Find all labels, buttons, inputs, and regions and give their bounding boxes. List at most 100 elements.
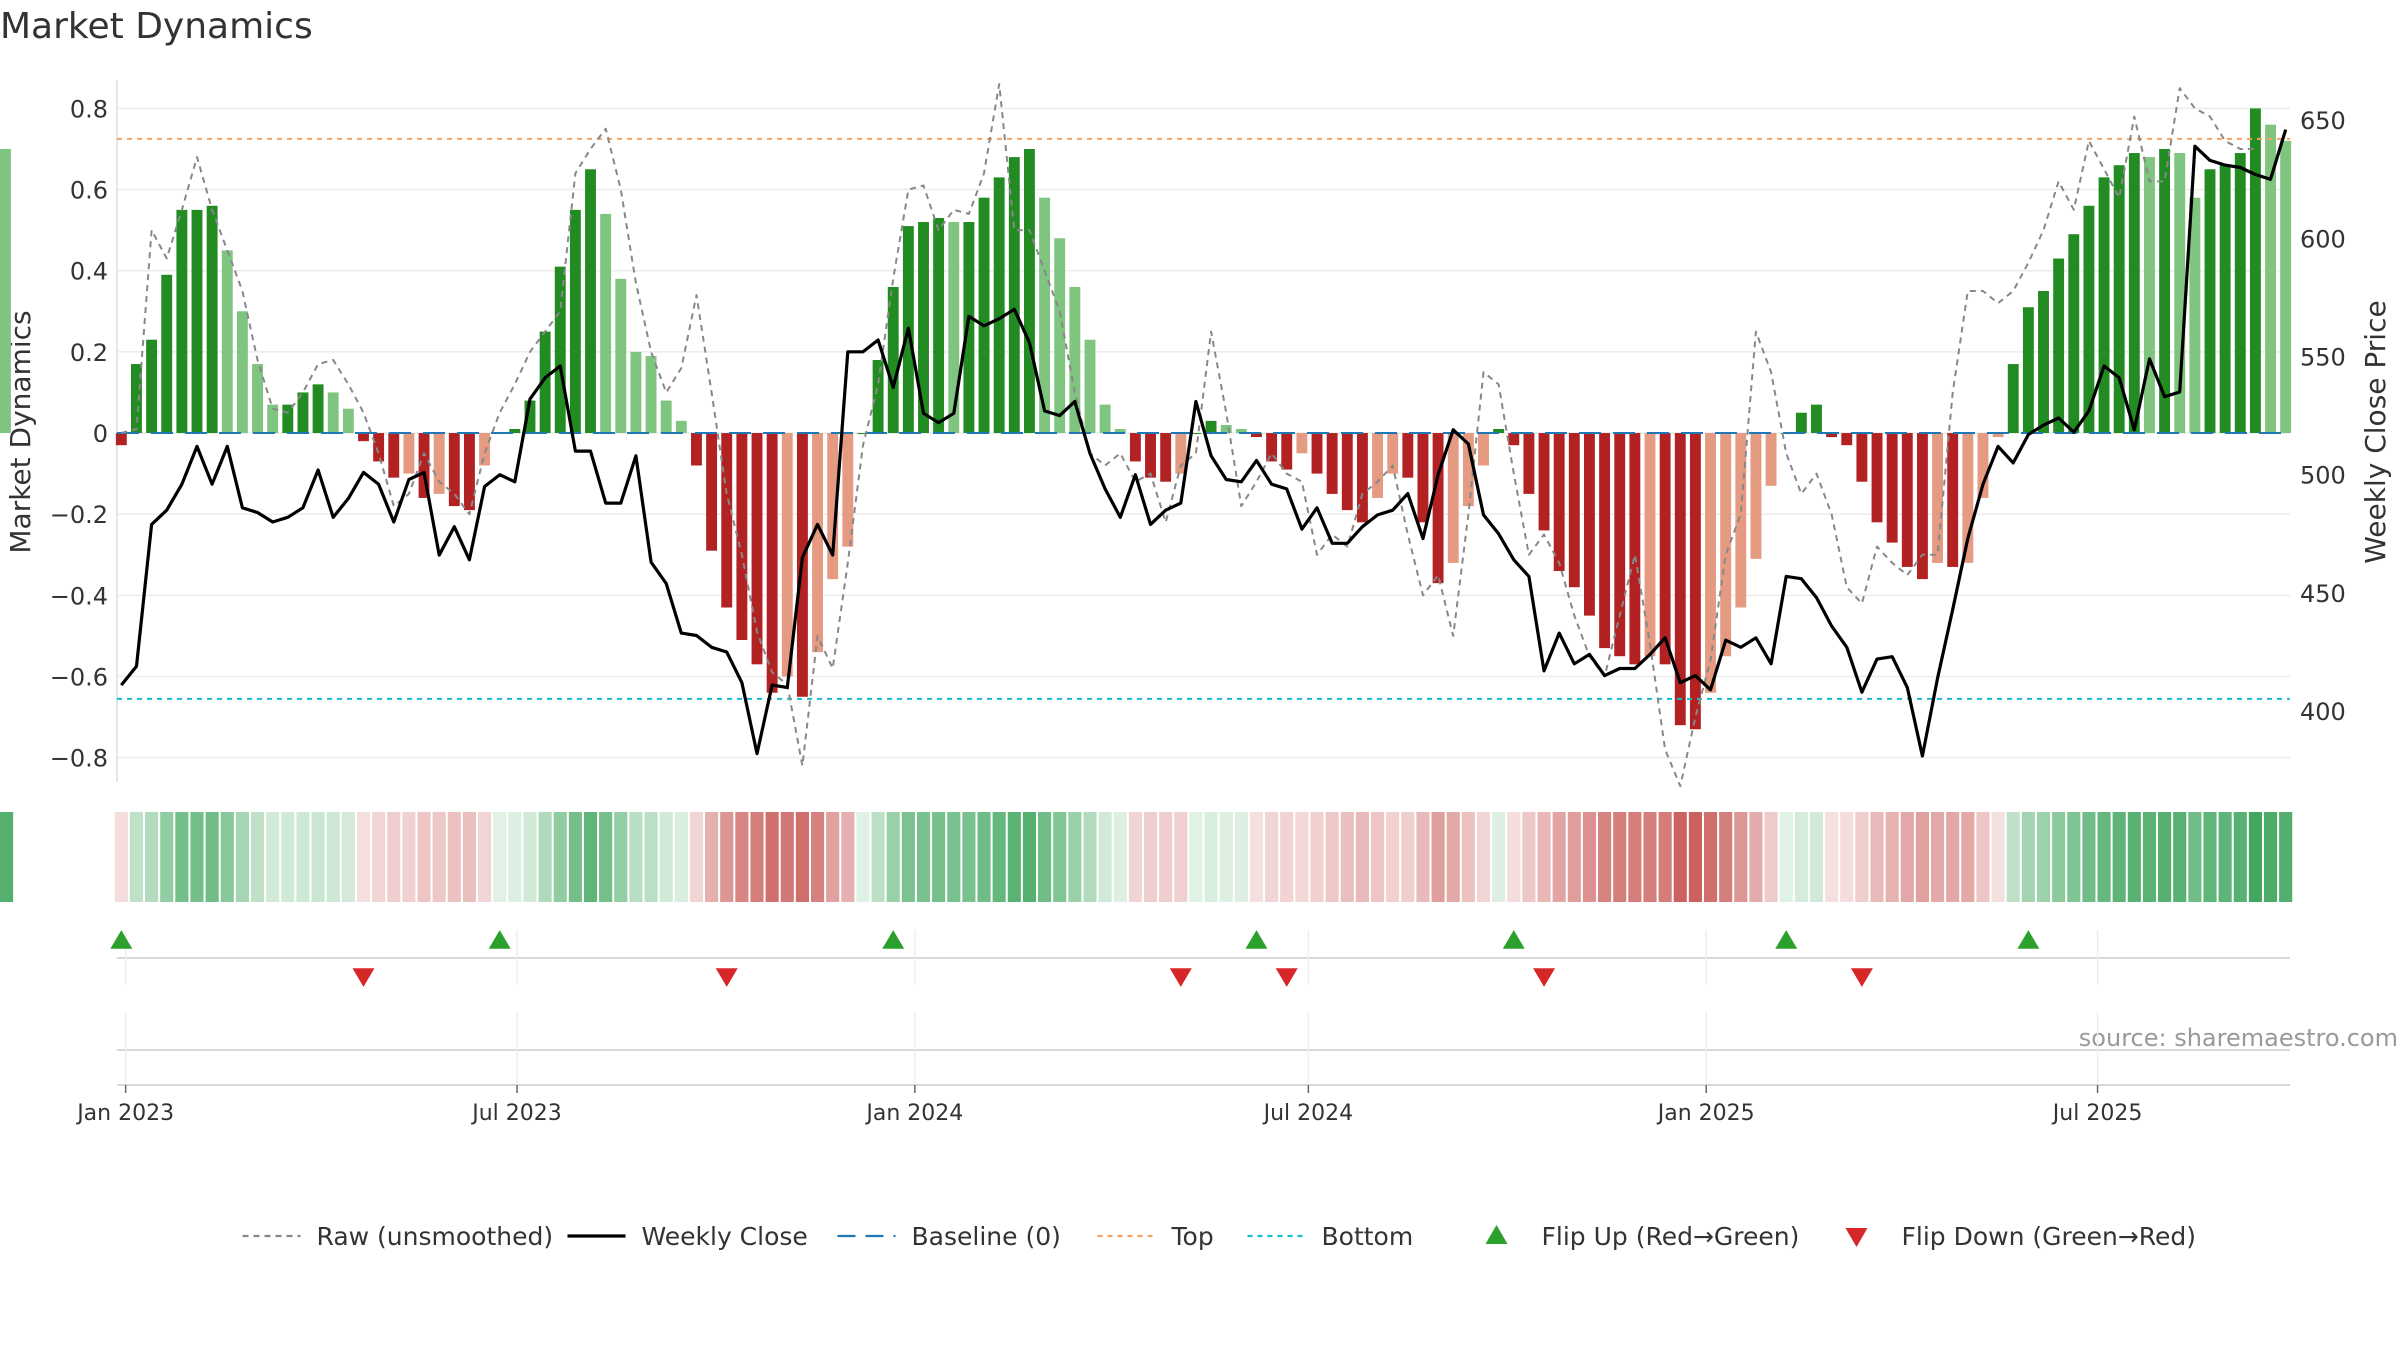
- heat-cell: [1022, 812, 1037, 902]
- heat-cell: [614, 812, 628, 902]
- bar: [1871, 433, 1883, 523]
- x-axis: Jan 2023 Jul 2023 Jan 2024 Jul 2024 Jan 2025…: [75, 1012, 2290, 1126]
- heat-cell: [462, 812, 477, 902]
- heat-cell: [1128, 812, 1142, 902]
- bar: [2022, 307, 2034, 434]
- heat-cell: [2006, 812, 2020, 902]
- heat-cell: [2036, 812, 2051, 902]
- heat-cell: [372, 812, 386, 902]
- reference-lines: [117, 137, 2290, 700]
- bar: [1538, 433, 1550, 531]
- bar: [1008, 157, 1020, 434]
- heat-cell: [1946, 812, 1960, 902]
- bar: [2234, 153, 2246, 434]
- flip-down-marker: [352, 968, 375, 987]
- bar: [1039, 197, 1051, 434]
- heat-cell: [341, 812, 355, 902]
- heat-cell: [1159, 812, 1173, 902]
- heat-cell: [235, 812, 249, 902]
- bar: [1296, 433, 1308, 454]
- bar: [2189, 197, 2201, 434]
- bar: [1099, 404, 1111, 434]
- bar: [2174, 153, 2186, 434]
- legend-label: Top: [1171, 1222, 1214, 1251]
- heat-cell: [523, 812, 537, 902]
- right-tick-label: 650: [2300, 107, 2346, 135]
- heat-cell: [1431, 812, 1445, 902]
- bar: [297, 392, 309, 434]
- heat-cell: [568, 812, 582, 902]
- legend-item: Flip Down (Green→Red): [1845, 1222, 2196, 1251]
- heat-cell: [1386, 812, 1400, 902]
- heat-cell: [583, 812, 598, 902]
- left-tick-label: 0.2: [70, 339, 108, 367]
- bar: [2038, 291, 2049, 434]
- heat-cell: [387, 812, 401, 902]
- heat-cell: [1749, 812, 1763, 902]
- heat-strip: [0, 812, 2293, 902]
- heat-cell: [447, 812, 461, 902]
- bar: [1750, 433, 1762, 559]
- bar: [2159, 148, 2171, 434]
- bar: [1553, 433, 1565, 571]
- right-axis-label: Weekly Close Price: [2359, 300, 2392, 563]
- bar: [282, 404, 294, 434]
- x-tick-label: Jul 2024: [1262, 1101, 1354, 1126]
- x-tick-label: Jul 2023: [470, 1101, 562, 1126]
- heat-cell: [1174, 812, 1188, 902]
- legend-label: Raw (unsmoothed): [317, 1222, 554, 1251]
- flip-down-marker: [1850, 968, 1873, 987]
- heat-cell: [1552, 812, 1566, 902]
- bar: [2083, 205, 2095, 434]
- heat-cell: [1219, 812, 1233, 902]
- heat-cell: [553, 812, 567, 902]
- bar: [161, 274, 173, 434]
- heat-cell: [1401, 812, 1415, 902]
- heat-cell: [250, 812, 265, 902]
- heat-cell: [220, 812, 234, 902]
- heat-cell: [1280, 812, 1294, 902]
- heat-cell: [2052, 812, 2066, 902]
- heat-cell: [1522, 812, 1536, 902]
- bar: [1402, 433, 1414, 478]
- bar: [918, 222, 929, 434]
- bar: [403, 433, 415, 474]
- line-series: [120, 83, 2288, 788]
- source-label: source: sharemaestro.com: [2079, 1024, 2398, 1052]
- bar: [252, 364, 263, 434]
- heat-cell: [493, 812, 507, 902]
- right-tick-label: 550: [2300, 344, 2346, 372]
- bar: [1856, 433, 1868, 482]
- bar: [1114, 428, 1126, 434]
- bar: [1356, 433, 1368, 523]
- heat-cell: [1234, 812, 1248, 902]
- heat-cell: [1598, 812, 1612, 902]
- bar: [0, 148, 11, 434]
- bar: [1387, 433, 1399, 474]
- bar: [1372, 433, 1384, 498]
- bar: [1947, 433, 1959, 567]
- weekly-close-line: [120, 129, 2288, 758]
- legend: Raw (unsmoothed) Weekly Close Baseline (0)…: [242, 1222, 2196, 1251]
- heat-cell: [114, 812, 128, 902]
- heat-cell: [826, 812, 840, 902]
- legend-label: Baseline (0): [912, 1222, 1061, 1251]
- heat-cell: [1310, 812, 1324, 902]
- bar: [1674, 433, 1686, 726]
- bar: [963, 222, 975, 434]
- bar: [221, 250, 233, 434]
- heat-cell: [644, 812, 658, 902]
- heat-cell: [705, 812, 719, 902]
- heat-cell: [1113, 812, 1127, 902]
- bar: [766, 433, 778, 693]
- heat-cell: [1204, 812, 1218, 902]
- heat-cell: [2082, 812, 2096, 902]
- heat-cell: [311, 812, 325, 902]
- bar: [1629, 433, 1641, 665]
- bar: [1311, 433, 1323, 474]
- heat-cell: [281, 812, 295, 902]
- bar: [812, 433, 823, 653]
- bar: [1901, 433, 1913, 567]
- right-tick-label: 500: [2300, 462, 2346, 490]
- chart-title: Market Dynamics: [0, 6, 313, 47]
